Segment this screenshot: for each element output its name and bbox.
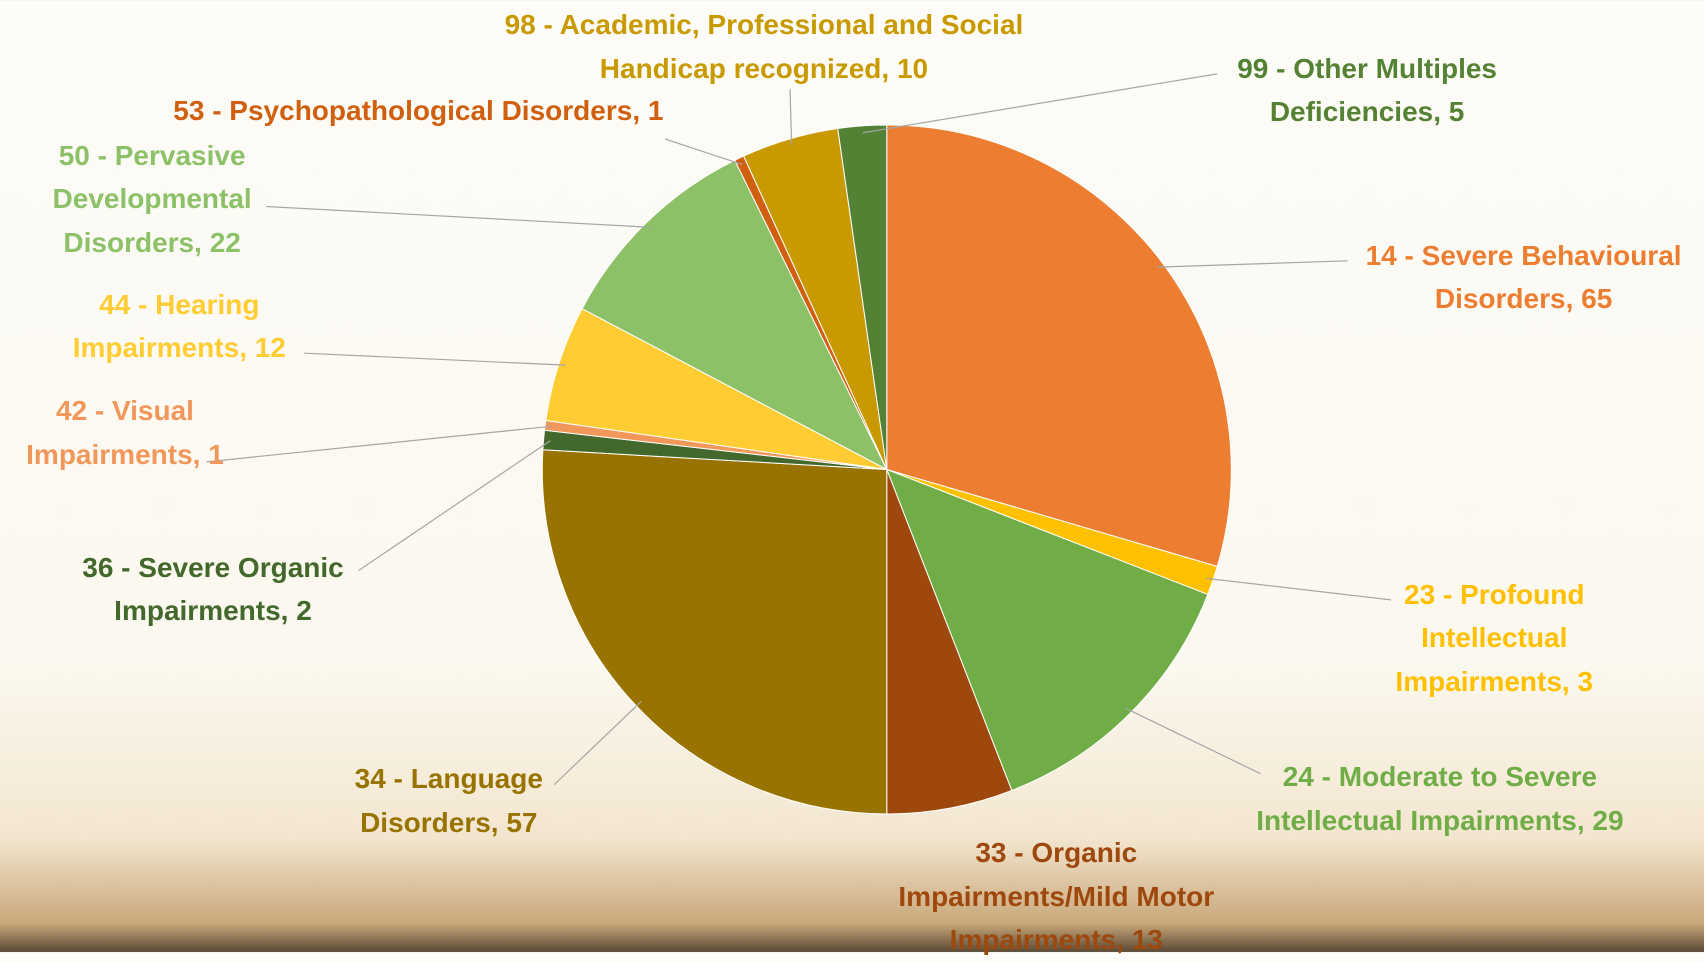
label-category: 14 - Severe Behavioural Disorders	[1366, 240, 1682, 315]
pie-slice	[542, 450, 886, 814]
label-value: 10	[897, 53, 928, 84]
data-label: 14 - Severe Behavioural Disorders, 65	[1339, 234, 1704, 321]
label-value: 13	[1132, 924, 1163, 955]
leader-line	[1206, 578, 1391, 600]
label-value: 1	[208, 439, 224, 470]
leader-line	[665, 139, 742, 164]
data-label: 50 - Pervasive Developmental Disorders, …	[30, 134, 275, 265]
leader-line	[1125, 708, 1260, 774]
label-category: 53 - Psychopathological Disorders	[173, 95, 632, 126]
data-label: 23 - Profound Intellectual Impairments, …	[1380, 573, 1608, 704]
leader-line	[266, 206, 651, 227]
leader-line	[790, 89, 792, 145]
page: (() => { const data = JSON.parse(documen…	[0, 0, 1704, 952]
data-label: 36 - Severe Organic Impairments, 2	[55, 546, 370, 633]
data-label: 98 - Academic, Professional and Social H…	[465, 3, 1063, 90]
leader-line	[359, 441, 551, 571]
label-category: 98 - Academic, Professional and Social H…	[505, 9, 1024, 84]
label-value: 65	[1581, 283, 1612, 314]
label-category: 24 - Moderate to Severe Intellectual Imp…	[1256, 761, 1597, 836]
data-label: 24 - Moderate to Severe Intellectual Imp…	[1252, 755, 1627, 842]
leader-line	[304, 353, 565, 365]
label-value: 22	[210, 227, 241, 258]
data-label: 99 - Other Multiples Deficiencies, 5	[1204, 47, 1530, 134]
data-label: 44 - Hearing Impairments, 12	[43, 283, 315, 370]
label-value: 12	[255, 332, 286, 363]
label-category: 33 - Organic Impairments/Mild Motor Impa…	[898, 837, 1214, 955]
leader-line	[1157, 261, 1348, 267]
label-category: 42 - Visual Impairments	[26, 395, 194, 470]
label-value: 1	[648, 95, 664, 126]
label-category: 23 - Profound Intellectual Impairments	[1395, 579, 1584, 697]
label-value: 5	[1449, 96, 1465, 127]
label-value: 57	[506, 807, 537, 838]
label-value: 3	[1577, 666, 1593, 697]
data-label: 42 - Visual Impairments, 1	[5, 389, 244, 476]
label-category: 44 - Hearing Impairments	[73, 289, 260, 364]
leader-line	[554, 701, 641, 784]
label-value: 2	[296, 595, 312, 626]
label-value: 29	[1592, 805, 1623, 836]
data-label: 33 - Organic Impairments/Mild Motor Impa…	[877, 831, 1236, 962]
leader-line	[206, 426, 551, 462]
data-label: 34 - Language Disorders, 57	[335, 757, 563, 844]
data-label: 53 - Psychopathological Disorders, 1	[158, 89, 680, 133]
